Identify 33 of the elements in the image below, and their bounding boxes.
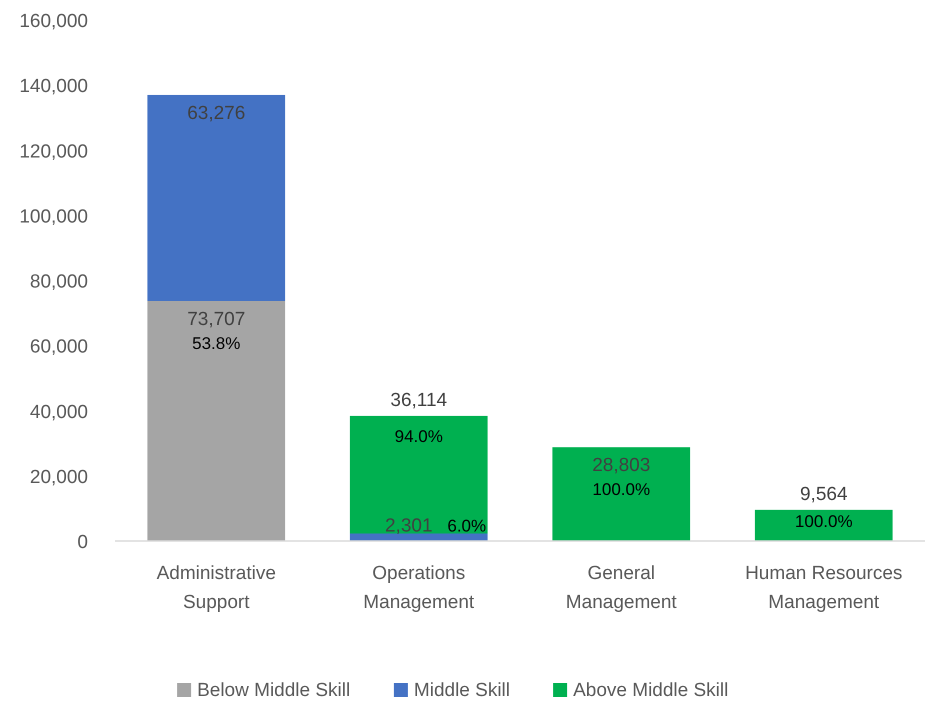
legend-label: Below Middle Skill bbox=[197, 680, 350, 701]
annotation: 53.8% bbox=[192, 334, 240, 353]
y-tick-label: 0 bbox=[77, 532, 88, 553]
annotation: 6.0% bbox=[447, 516, 486, 536]
bar bbox=[147, 300, 286, 541]
data-label: 2,301 bbox=[384, 516, 433, 537]
bar bbox=[552, 447, 690, 541]
y-tick-label: 120,000 bbox=[19, 141, 88, 162]
bar bbox=[754, 510, 893, 541]
x-tick-label: General Management bbox=[566, 563, 678, 613]
legend-label: Above Middle Skill bbox=[573, 680, 728, 701]
x-tick-label: Human Resources Management bbox=[745, 563, 902, 613]
annotation: 94.0% bbox=[394, 426, 443, 446]
data-label: 36,114 bbox=[390, 390, 448, 411]
annotation: 100.0% bbox=[794, 512, 853, 531]
annotation: 100.0% bbox=[592, 480, 650, 500]
x-tick-label: Operations Management bbox=[363, 563, 475, 613]
y-tick-label: 160,000 bbox=[19, 11, 88, 32]
y-tick-label: 140,000 bbox=[19, 76, 88, 98]
bar bbox=[350, 534, 488, 541]
data-label: 73,707 bbox=[187, 308, 246, 330]
data-label: 28,803 bbox=[592, 455, 650, 476]
y-tick-label: 20,000 bbox=[30, 466, 88, 488]
y-tick-label: 60,000 bbox=[30, 336, 88, 358]
x-tick-label: Administrative Support bbox=[156, 563, 276, 613]
y-tick-label: 80,000 bbox=[30, 272, 88, 292]
y-tick-label: 100,000 bbox=[19, 206, 88, 228]
bar bbox=[350, 416, 488, 534]
bar bbox=[147, 94, 286, 301]
data-label: 63,276 bbox=[187, 102, 246, 124]
y-tick-label: 40,000 bbox=[30, 402, 88, 423]
data-label: 9,564 bbox=[800, 484, 848, 505]
legend-label: Middle Skill bbox=[414, 680, 510, 701]
